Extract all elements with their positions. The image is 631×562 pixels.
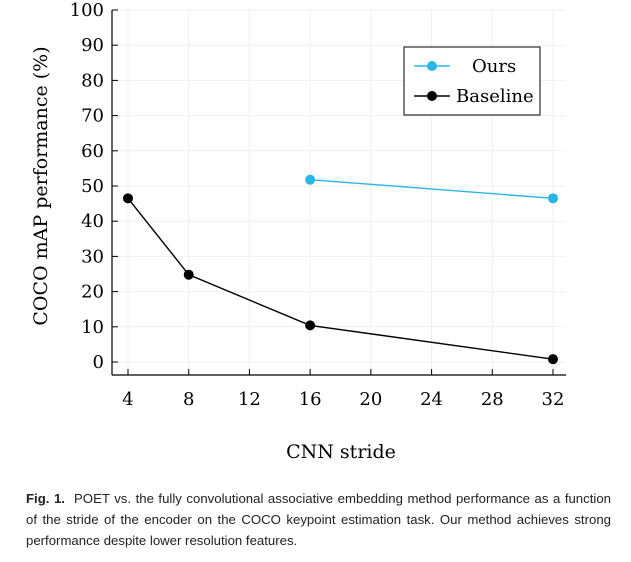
y-tick-label: 30: [81, 246, 104, 267]
y-tick-label: 70: [81, 106, 104, 127]
y-tick-label: 20: [81, 282, 104, 303]
y-tick-label: 0: [93, 352, 104, 373]
data-point-baseline: [123, 193, 133, 204]
data-point-baseline: [305, 320, 316, 331]
grid-lines: [112, 9, 566, 375]
x-tick-label: 24: [420, 389, 443, 410]
x-tick-label: 8: [183, 389, 194, 410]
caption-text: POET vs. the fully convolutional associa…: [26, 491, 612, 548]
x-tick-label: 32: [542, 389, 565, 410]
data-point-ours: [305, 174, 316, 185]
y-tick-label: 50: [81, 176, 104, 197]
y-tick-label: 80: [81, 70, 104, 91]
y-tick-label: 60: [81, 141, 104, 162]
x-tick-label: 12: [238, 389, 261, 410]
figure-caption: Fig. 1. POET vs. the fully convolutional…: [26, 488, 611, 551]
x-tick-label: 28: [481, 389, 504, 410]
legend-box: [403, 46, 541, 116]
data-point-baseline: [548, 354, 558, 365]
x-axis-label: CNN stride: [286, 441, 396, 463]
series-group: [123, 174, 558, 365]
legend-entry-label: Ours: [472, 56, 516, 77]
x-tick-label: 20: [359, 389, 382, 410]
y-tick-label: 40: [81, 211, 104, 232]
x-tick-label: 16: [299, 389, 322, 410]
y-axis-label: COCO mAP performance (%): [30, 46, 52, 325]
data-point-ours: [548, 193, 558, 204]
legend-swatch-marker: [427, 61, 437, 71]
x-tick-label: 4: [122, 389, 133, 410]
series-line-baseline: [127, 197, 554, 360]
y-tick-label: 100: [70, 0, 104, 21]
axes: [111, 10, 566, 376]
y-tick-label: 10: [81, 317, 104, 338]
legend: Ours Baseline: [403, 46, 541, 116]
x-axis-ticks: 4 8 12 16 20 24 28 32: [122, 369, 564, 410]
caption-label: Fig. 1.: [26, 491, 65, 506]
legend-swatch-marker: [427, 91, 437, 101]
y-axis-ticks: 0 10 20 30 40 50 60 70 80 90 100: [70, 0, 118, 373]
legend-entry-label: Baseline: [456, 86, 534, 107]
data-point-baseline: [183, 269, 194, 280]
y-tick-label: 90: [81, 35, 104, 56]
series-line-ours: [310, 178, 554, 200]
line-chart: 0 10 20 30 40 50 60 70 80 90 100 4 8 12 16 20 24 28 32 Ou…: [30, 0, 566, 463]
